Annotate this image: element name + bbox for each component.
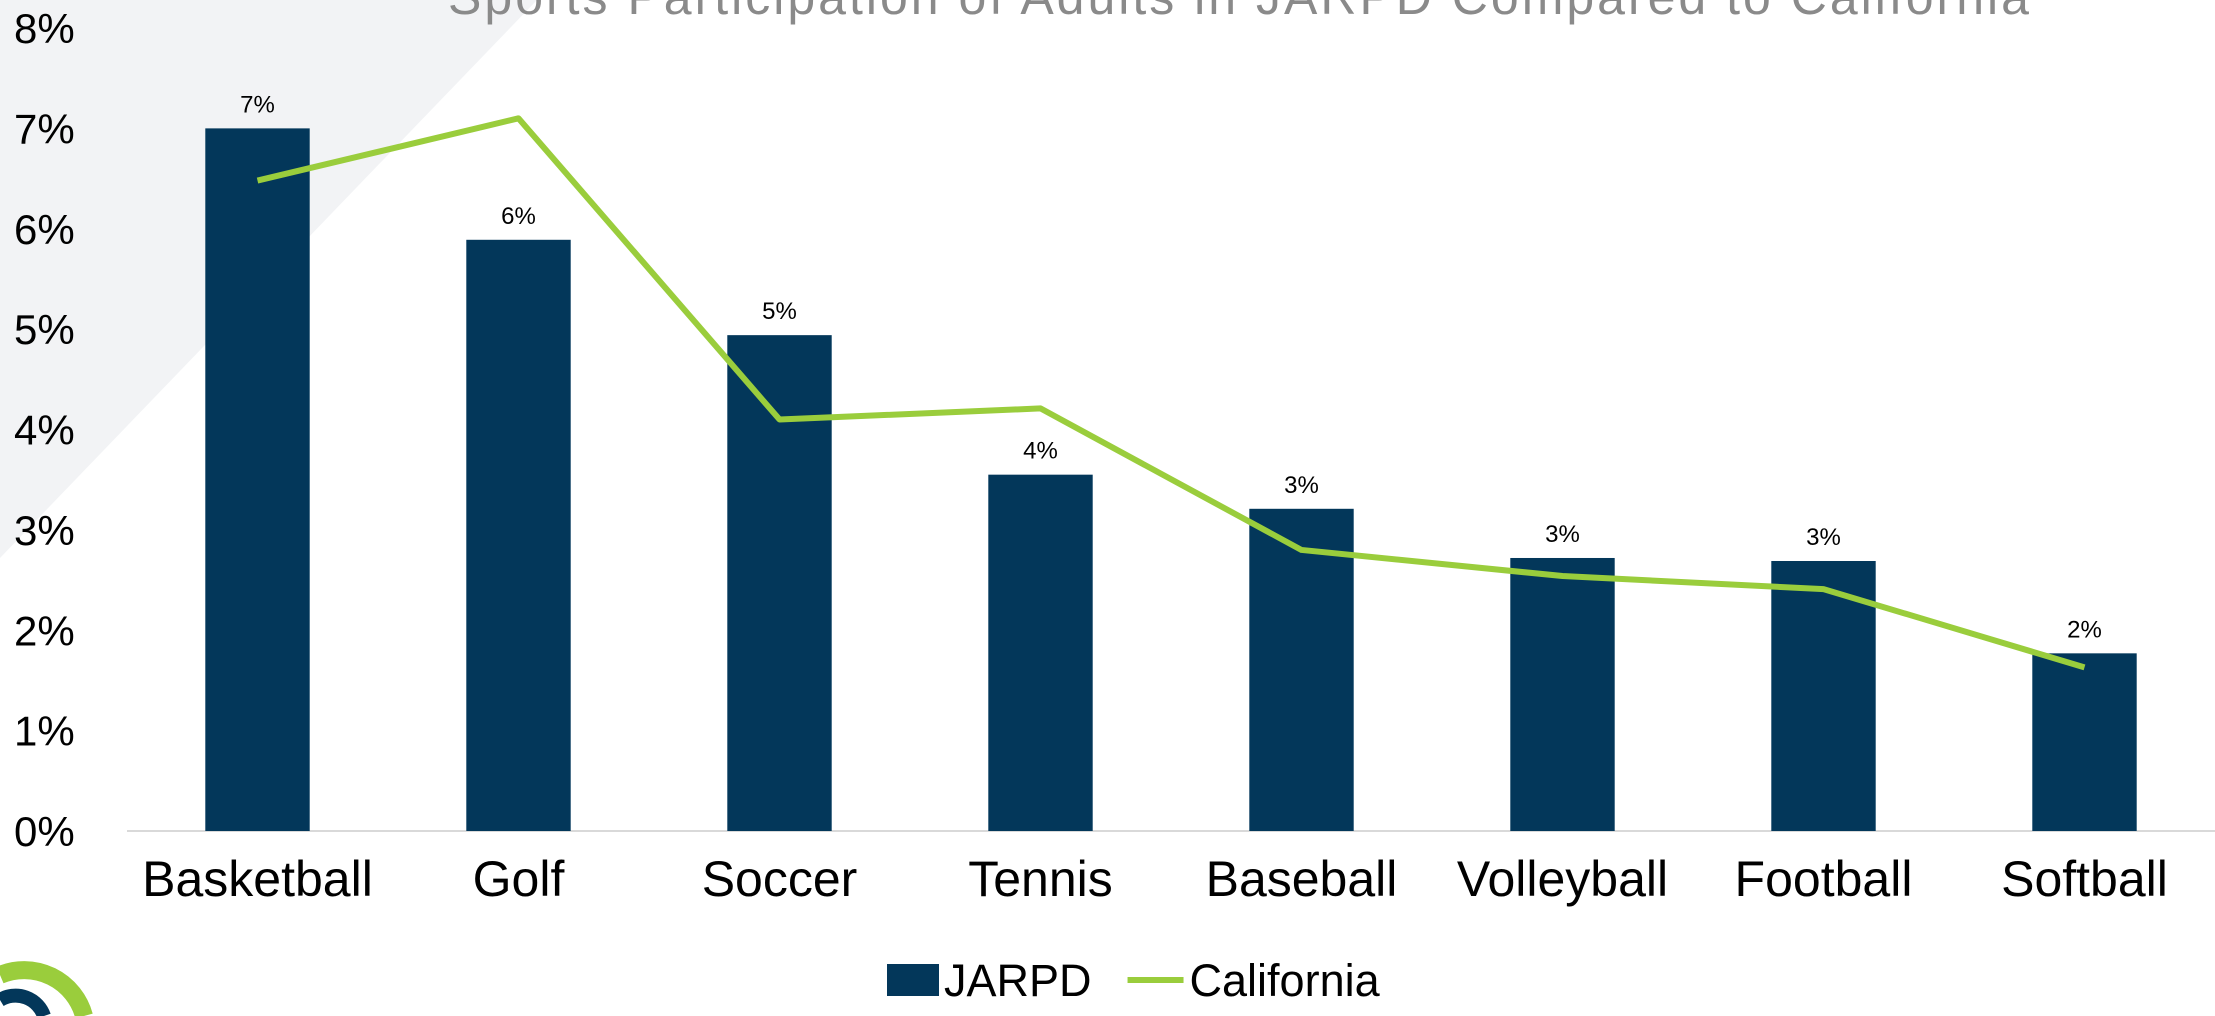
legend-label: JARPD [944, 955, 1092, 1006]
y-tick-label: 7% [14, 105, 75, 152]
bar [988, 474, 1093, 831]
data-label: 4% [1023, 438, 1058, 465]
legend-swatch [887, 964, 939, 996]
x-tick-label: Volleyball [1457, 851, 1668, 907]
logo [0, 961, 93, 1016]
data-label: 6% [501, 203, 536, 230]
y-tick-label: 1% [14, 708, 75, 755]
bar [466, 239, 571, 831]
data-label: 3% [1806, 524, 1841, 551]
y-tick-label: 8% [14, 5, 75, 52]
legend-label: California [1190, 955, 1381, 1006]
bar [1771, 560, 1876, 831]
x-tick-label: Tennis [968, 851, 1113, 907]
y-tick-label: 0% [14, 808, 75, 855]
x-tick-label: Basketball [142, 851, 373, 907]
chart-title: Sports Participation of Adults in JARPD … [448, 0, 2032, 25]
x-tick-label: Baseball [1206, 851, 1398, 907]
data-label: 3% [1284, 472, 1319, 499]
bar [1510, 557, 1615, 831]
data-label: 5% [762, 298, 797, 325]
bar [1249, 508, 1354, 831]
bar [727, 335, 832, 831]
x-tick-label: Football [1735, 851, 1913, 907]
data-label: 3% [1545, 521, 1580, 548]
x-tick-label: Soccer [702, 851, 858, 907]
data-label: 7% [240, 91, 275, 118]
bar [2032, 653, 2137, 831]
logo-inner [0, 988, 51, 1016]
bar [205, 128, 310, 831]
y-tick-label: 3% [14, 507, 75, 554]
data-label: 2% [2067, 616, 2102, 643]
x-tick-label: Golf [473, 851, 565, 907]
y-tick-label: 5% [14, 306, 75, 353]
y-tick-label: 6% [14, 206, 75, 253]
logo-arc [0, 961, 93, 1016]
line-series [256, 115, 2086, 671]
x-tick-label: Softball [2001, 851, 2168, 907]
y-tick-label: 4% [14, 407, 75, 454]
y-tick-label: 2% [14, 607, 75, 654]
